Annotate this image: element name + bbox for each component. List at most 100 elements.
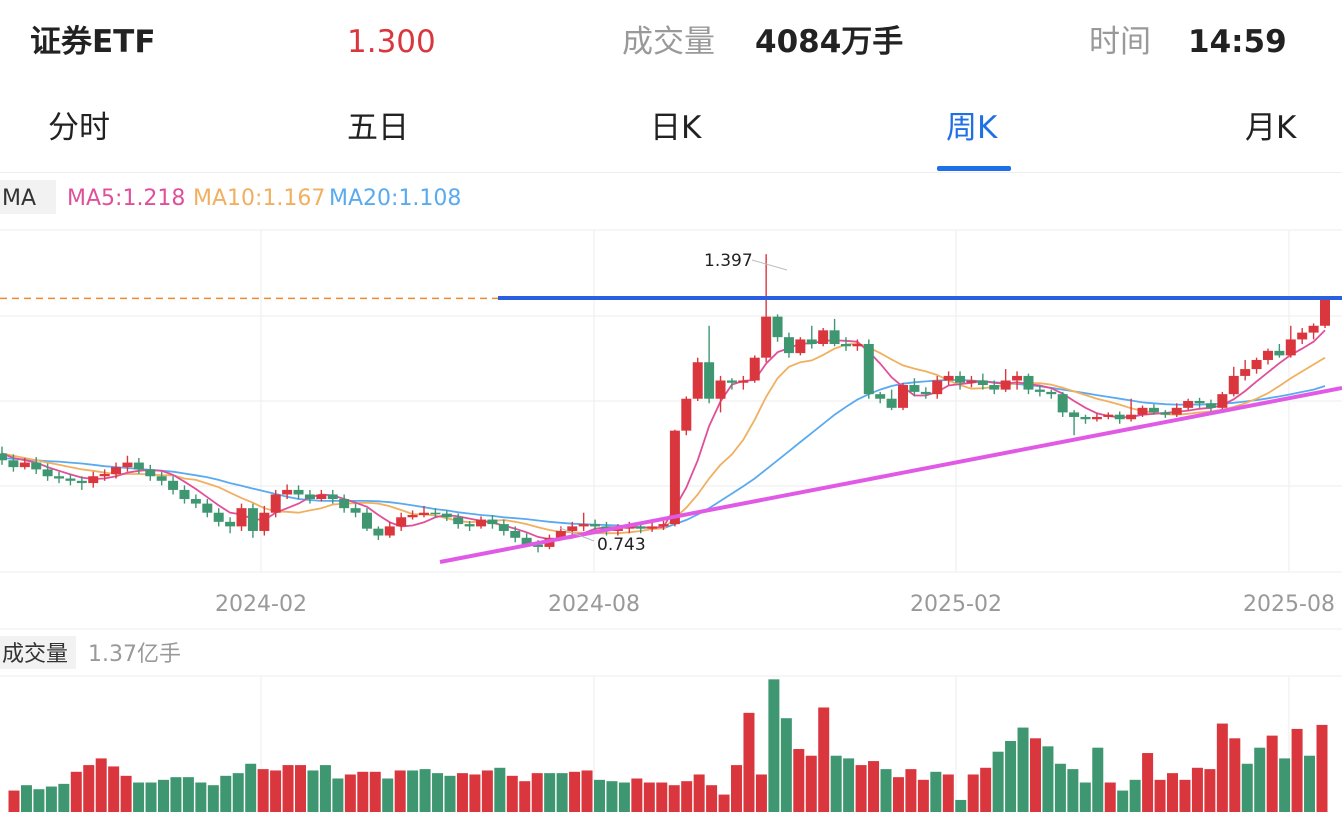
candle-body-105 (1194, 401, 1205, 404)
volume-bar-46 (581, 770, 593, 812)
volume-bar-14 (182, 777, 194, 812)
candle-body-89 (1012, 375, 1023, 381)
candle-body-37 (418, 512, 429, 515)
candle-body-15 (168, 480, 179, 490)
candle-body-102 (1160, 412, 1171, 415)
volume-bar-13 (170, 777, 182, 812)
candle-body-110 (1251, 359, 1262, 370)
volume-bar-79 (992, 751, 1004, 812)
low-leader (559, 527, 595, 542)
x-tick-label-3: 2025-08 (1243, 592, 1335, 617)
candle-body-63 (715, 380, 726, 399)
candle-body-4 (42, 469, 53, 477)
volume-bar-35 (444, 775, 456, 812)
volume-bar-52 (656, 782, 668, 812)
candle-body-85 (966, 380, 977, 383)
volume-chart-label: 成交量 (2, 642, 68, 667)
candle-body-24 (270, 494, 281, 513)
volume-bar-8 (108, 766, 120, 812)
candle-body-22 (247, 508, 258, 531)
volume-bar-11 (145, 782, 157, 812)
tab-monthly-k[interactable]: 月K (1245, 110, 1297, 146)
volume-bar-76 (955, 799, 967, 812)
candle-body-14 (156, 476, 167, 481)
volume-bar-20 (257, 769, 269, 812)
volume-bar-57 (718, 794, 730, 812)
candle-body-108 (1228, 375, 1239, 395)
candle-body-54 (612, 528, 623, 531)
candle-body-103 (1171, 407, 1182, 415)
volume-bar-7 (95, 758, 107, 812)
candle-body-13 (145, 469, 156, 477)
ma20-legend: MA20:1.108 (329, 186, 461, 211)
volume-bar-28 (357, 771, 369, 812)
volume-bar-82 (1029, 738, 1041, 812)
volume-bar-49 (618, 782, 630, 812)
candle-body-25 (282, 489, 293, 495)
volume-bars (8, 679, 1328, 812)
volume-header: 成交量 1.37亿手 (0, 636, 181, 669)
volume-bar-51 (643, 782, 655, 812)
volume-bar-53 (668, 785, 680, 812)
volume-bar-45 (569, 771, 581, 812)
active-tab-indicator (937, 166, 1011, 171)
candle-body-50 (567, 526, 578, 531)
candle-body-43 (487, 519, 498, 525)
candle-body-12 (133, 462, 144, 470)
tab-daily-k[interactable]: 日K (650, 110, 702, 146)
ma-label-bg (0, 180, 56, 214)
candle-body-93 (1057, 394, 1068, 413)
candle-body-10 (111, 467, 122, 474)
candle-body-0 (0, 453, 7, 461)
tab-intraday[interactable]: 分时 (48, 110, 110, 146)
candle-body-115 (1308, 325, 1319, 333)
volume-bar-44 (556, 773, 568, 812)
volume-bar-4 (58, 783, 70, 812)
candle-body-58 (658, 524, 669, 527)
volume-bar-80 (1005, 740, 1017, 812)
volume-bar-34 (432, 773, 444, 812)
candle-body-52 (590, 524, 601, 527)
candle-body-113 (1285, 339, 1296, 356)
time-value: 14:59 (1188, 24, 1287, 60)
candle-body-112 (1274, 350, 1285, 356)
volume-bar-33 (419, 769, 431, 812)
candle-body-46 (521, 537, 532, 545)
volume-bar-29 (369, 771, 381, 812)
candle-body-81 (920, 391, 931, 395)
candle-body-28 (316, 494, 327, 500)
candle-body-11 (122, 462, 133, 468)
candle-body-97 (1103, 414, 1114, 417)
time-label: 时间 (1089, 24, 1151, 60)
volume-bar-99 (1241, 763, 1253, 812)
candle-body-39 (441, 513, 452, 518)
volume-bar-96 (1204, 769, 1216, 812)
volume-bar-54 (681, 781, 693, 812)
volume-bar-58 (731, 765, 743, 812)
tab-five-day[interactable]: 五日 (347, 110, 409, 146)
volume-bar-77 (967, 774, 979, 812)
candle-body-9 (99, 473, 110, 477)
candle-body-49 (555, 530, 566, 538)
candle-body-41 (464, 524, 475, 527)
volume-bar-69 (868, 761, 880, 812)
volume-bar-75 (942, 774, 954, 812)
candle-body-5 (54, 476, 65, 479)
candle-body-17 (190, 499, 201, 504)
volume-bar-2 (33, 789, 45, 812)
volume-bar-87 (1092, 747, 1104, 812)
candle-body-116 (1320, 298, 1330, 326)
candle-body-83 (943, 375, 954, 381)
candle-body-74 (840, 344, 851, 347)
candle-body-3 (31, 462, 42, 470)
candle-body-107 (1217, 394, 1228, 408)
ma-legend: MA MA5:1.218 MA10:1.167 MA20:1.108 (0, 180, 461, 214)
candle-body-91 (1034, 389, 1045, 392)
candle-body-59 (669, 430, 680, 525)
candle-body-32 (361, 512, 372, 529)
candle-body-96 (1091, 416, 1102, 420)
tab-weekly-k[interactable]: 周K (946, 110, 998, 146)
low-price-label: 0.743 (597, 535, 646, 555)
volume-bar-39 (494, 767, 506, 812)
